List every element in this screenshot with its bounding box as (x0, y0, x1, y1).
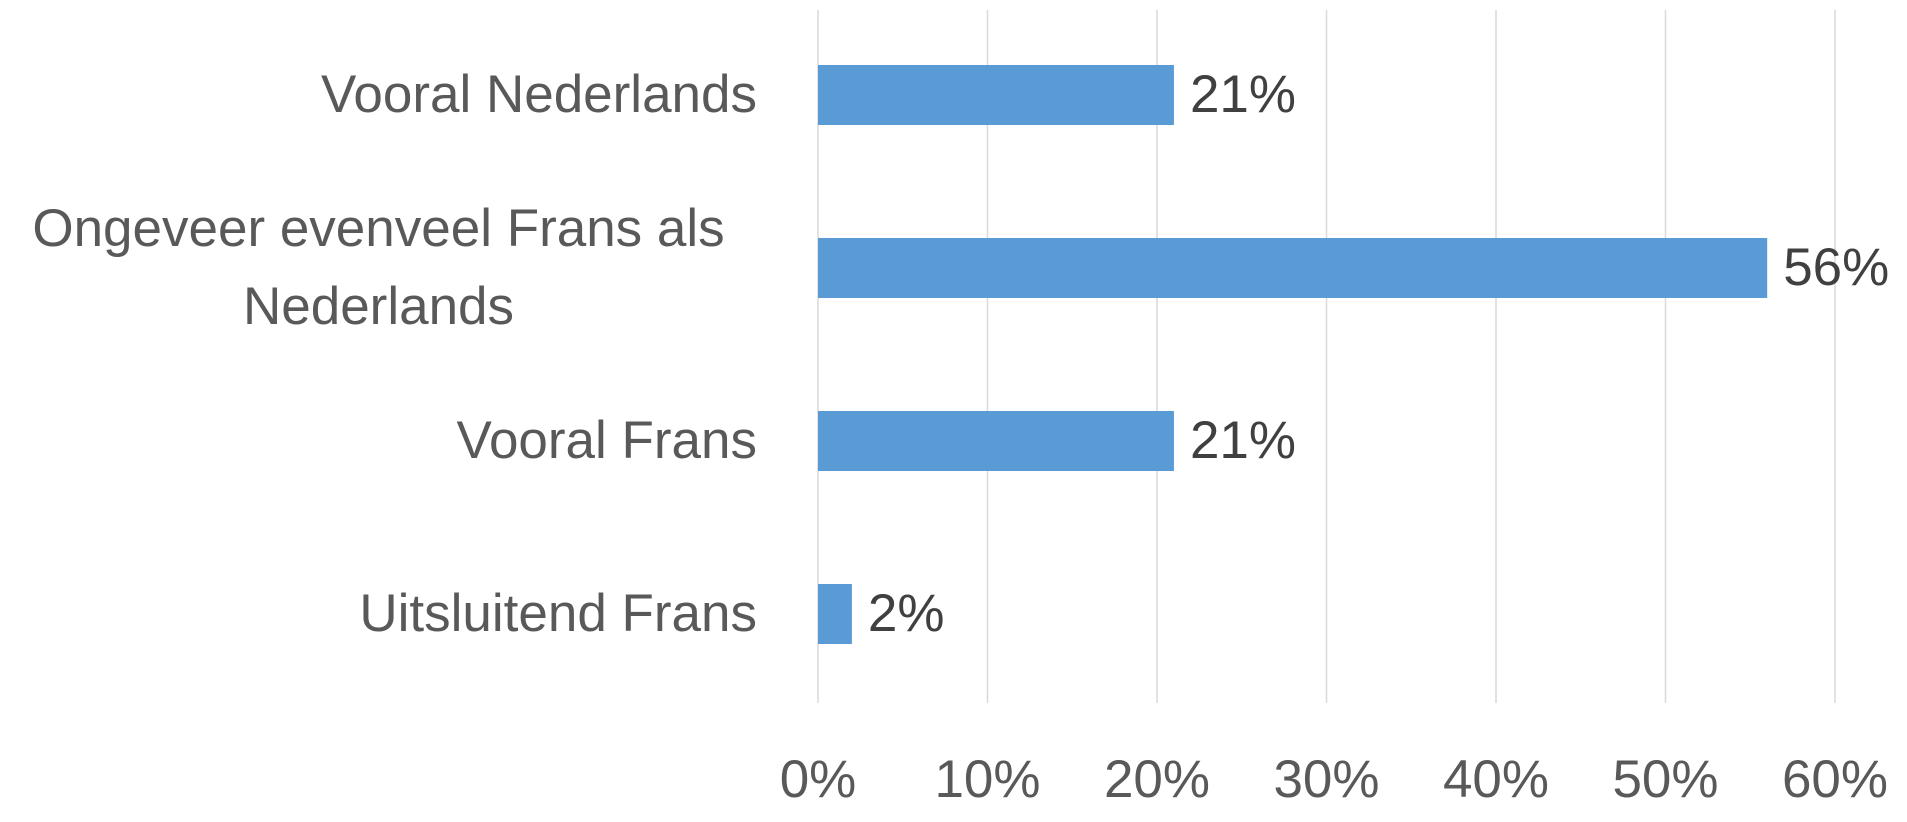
y-tick-label: Vooral Nederlands (320, 65, 757, 124)
bar (818, 584, 852, 644)
x-tick-label: 0% (780, 750, 857, 809)
x-tick-label: 10% (934, 750, 1040, 809)
y-tick-label: Vooral Frans (456, 411, 757, 470)
y-tick-label: Uitsluitend Frans (359, 584, 757, 643)
x-tick-label: 60% (1782, 750, 1888, 809)
x-tick-label: 40% (1443, 750, 1549, 809)
value-label: 21% (1190, 65, 1296, 124)
x-tick-label: 20% (1104, 750, 1210, 809)
x-tick-label: 30% (1273, 750, 1379, 809)
bar (818, 238, 1768, 298)
x-tick-label: 50% (1612, 750, 1718, 809)
bar (818, 65, 1174, 125)
value-label: 56% (1783, 238, 1889, 297)
y-tick-label: Ongeveer evenveel Frans als Nederlands (32, 199, 725, 336)
bar (818, 411, 1174, 471)
value-label: 2% (868, 584, 945, 643)
value-label: 21% (1190, 411, 1296, 470)
